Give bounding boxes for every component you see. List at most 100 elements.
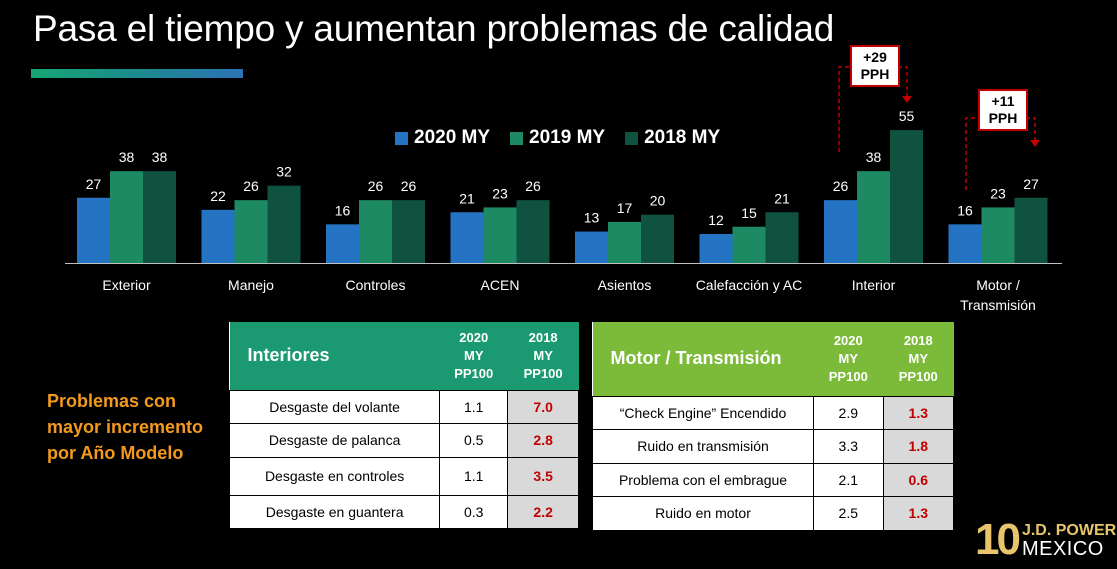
data-label-2020-5: 12 xyxy=(708,212,724,228)
motor-cell-label: Ruido en transmisión xyxy=(591,428,815,464)
data-label-2020-7: 16 xyxy=(957,202,973,218)
data-label-2019-3: 23 xyxy=(492,185,508,201)
interiores-cell-v2018: 2.2 xyxy=(507,494,579,529)
motor-row: Problema con el embrague 2.1 0.6 xyxy=(591,462,955,497)
bar-2019-3 xyxy=(483,207,517,263)
interiores-row: Desgaste en controles 1.1 3.5 xyxy=(228,456,579,496)
interiores-cell-v2018: 3.5 xyxy=(507,456,579,496)
data-label-2018-6: 55 xyxy=(899,108,915,124)
motor-cell-v2018: 0.6 xyxy=(882,462,955,497)
bar-2019-2 xyxy=(359,200,392,263)
pph-motor-arrow-head xyxy=(1030,140,1040,147)
bar-2019-0 xyxy=(110,171,143,263)
category-label-4: Asientos xyxy=(597,277,652,293)
data-label-2019-1: 26 xyxy=(243,178,259,194)
data-label-2018-1: 32 xyxy=(276,164,292,180)
bar-2018-6 xyxy=(890,130,923,263)
motor-cell-v2020: 2.5 xyxy=(813,495,884,531)
bar-2018-0 xyxy=(143,171,176,263)
bar-2020-0 xyxy=(77,197,110,263)
motor-cell-v2018: 1.3 xyxy=(882,495,955,531)
interiores-table: Interiores 2020 MY PP100 2018 MY PP100 D… xyxy=(228,322,579,529)
bar-2020-5 xyxy=(699,234,733,263)
interiores-col-2018-year: 2018 xyxy=(528,329,558,345)
interiores-cell-v2020: 0.5 xyxy=(439,422,509,458)
interiores-row: Desgaste en guantera 0.3 2.2 xyxy=(228,494,579,529)
bar-2020-6 xyxy=(824,200,857,263)
pph-annotation-interior-delta: +29 xyxy=(863,49,887,65)
interiores-cell-label: Desgaste del volante xyxy=(228,389,441,424)
data-label-2019-7: 23 xyxy=(990,185,1006,201)
bar-2018-3 xyxy=(516,200,550,263)
legend-item-2018: 2018 MY xyxy=(625,127,720,149)
legend-item-2019: 2019 MY xyxy=(510,127,605,149)
category-label-2: Controles xyxy=(345,277,406,293)
pph-annotation-motor-unit: PPH xyxy=(988,110,1018,126)
motor-cell-label: Ruido en motor xyxy=(591,495,815,531)
data-label-2019-4: 17 xyxy=(617,200,633,216)
bar-2019-4 xyxy=(608,221,641,263)
data-label-2020-1: 22 xyxy=(210,188,226,204)
category-label-3: ACEN xyxy=(480,277,520,293)
motor-row: “Check Engine” Encendido 2.9 1.3 xyxy=(591,395,955,430)
interiores-cell-label: Desgaste en controles xyxy=(228,456,441,496)
pph-motor-right-connector xyxy=(1026,117,1036,140)
chart-legend: 2020 MY 2019 MY 2018 MY xyxy=(395,127,720,149)
motor-col-2018-my: MY xyxy=(908,350,929,366)
legend-label-2020: 2020 MY xyxy=(414,127,491,148)
interiores-col-2020-unit: PP100 xyxy=(454,365,494,381)
bar-2018-7 xyxy=(1014,197,1048,263)
motor-col-2020-my: MY xyxy=(838,350,859,366)
interiores-table-title: Interiores xyxy=(229,322,440,390)
interiores-col-2020: 2020 MY PP100 xyxy=(439,322,508,390)
motor-cell-label: Problema con el embrague xyxy=(591,462,815,497)
interiores-row: Desgaste de palanca 0.5 2.8 xyxy=(228,422,579,458)
page-title: Pasa el tiempo y aumentan problemas de c… xyxy=(33,8,835,49)
motor-row: Ruido en transmisión 3.3 1.8 xyxy=(591,428,955,464)
motor-cell-v2018: 1.8 xyxy=(882,428,955,464)
title-underline-bar xyxy=(31,69,243,78)
bar-2018-2 xyxy=(392,200,425,263)
data-label-2020-6: 26 xyxy=(833,178,849,194)
motor-cell-v2020: 2.1 xyxy=(813,462,884,497)
category-label-0: Exterior xyxy=(102,277,151,293)
motor-transmision-table: Motor / Transmisión 2020 MY PP100 2018 M… xyxy=(591,322,955,531)
data-label-2020-2: 16 xyxy=(335,202,351,218)
bar-2019-7 xyxy=(981,207,1015,263)
pph-motor-left-connector xyxy=(965,117,978,190)
category-label-6: Interior xyxy=(851,277,896,293)
data-label-2018-7: 27 xyxy=(1023,176,1039,192)
interiores-cell-label: Desgaste en guantera xyxy=(228,494,441,529)
pph-annotation-motor: +11 PPH xyxy=(978,89,1028,131)
interiores-col-2018: 2018 MY PP100 xyxy=(507,322,579,390)
legend-label-2019: 2019 MY xyxy=(529,127,606,148)
legend-swatch-2020 xyxy=(395,131,408,145)
data-label-2019-5: 15 xyxy=(741,205,757,221)
motor-col-2018: 2018 MY PP100 xyxy=(883,322,954,396)
interiores-cell-label: Desgaste de palanca xyxy=(228,422,441,458)
callout-text: Problemas con mayor incremento por Año M… xyxy=(47,391,204,463)
interiores-col-2018-unit: PP100 xyxy=(523,365,563,381)
pph-interior-arrow-head xyxy=(902,96,912,103)
interiores-cell-v2018: 2.8 xyxy=(507,422,579,458)
jd-power-logo: 10 J.D. POWER MEXICO xyxy=(975,518,1116,562)
logo-text: J.D. POWER MEXICO xyxy=(1021,522,1116,560)
category-label-5: Calefacción y AC xyxy=(695,277,803,293)
pph-interior-left-connector xyxy=(838,66,850,152)
pph-annotation-interior: +29 PPH xyxy=(850,45,900,87)
logo-anniversary-number: 10 xyxy=(975,515,1021,564)
motor-col-2020-year: 2020 xyxy=(833,332,863,348)
motor-col-2018-year: 2018 xyxy=(903,332,933,348)
logo-region: MEXICO xyxy=(1021,538,1104,560)
legend-swatch-2019 xyxy=(510,131,524,145)
bar-2020-1 xyxy=(201,209,235,263)
data-label-2020-4: 13 xyxy=(584,210,600,226)
bar-2018-5 xyxy=(765,212,799,263)
bar-2019-1 xyxy=(234,200,268,263)
bar-2020-4 xyxy=(575,231,608,263)
motor-cell-v2018: 1.3 xyxy=(882,395,955,430)
category-label-7: Motor / Transmisión xyxy=(960,277,1036,313)
bar-2018-1 xyxy=(267,185,301,263)
interiores-cell-v2020: 1.1 xyxy=(439,389,509,424)
data-label-2019-0: 38 xyxy=(119,149,135,165)
